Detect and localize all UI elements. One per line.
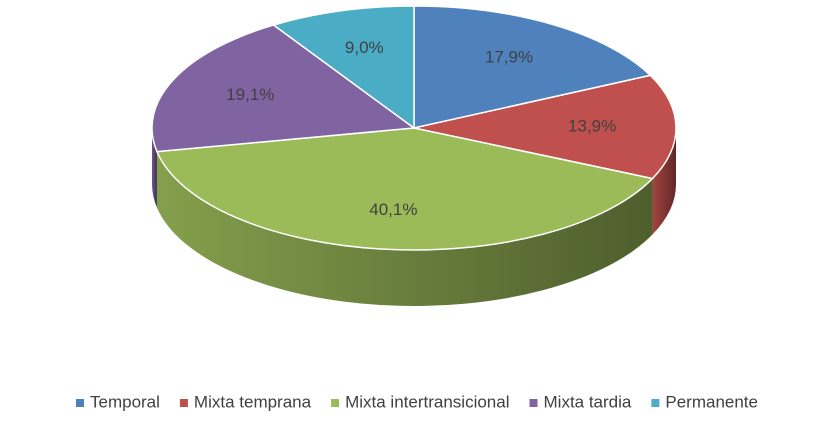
slice bbox=[151, 24, 417, 153]
legend-swatch bbox=[331, 399, 340, 407]
legend-label: Mixta temprana bbox=[194, 392, 312, 411]
slice-label: 19,1% bbox=[226, 85, 274, 104]
legend-label: Mixta intertransicional bbox=[345, 392, 509, 411]
legend-swatch bbox=[651, 399, 660, 407]
legend-swatch bbox=[76, 399, 84, 407]
legend-label: Permanente bbox=[665, 392, 758, 411]
slice-side bbox=[156, 151, 653, 306]
slice-label: 9,0% bbox=[345, 38, 384, 57]
slice-label: 17,9% bbox=[485, 47, 533, 66]
slice bbox=[271, 5, 415, 130]
slice-side bbox=[152, 128, 157, 208]
slice-label: 13,9% bbox=[568, 117, 616, 136]
slice bbox=[413, 5, 652, 129]
legend-label: Temporal bbox=[90, 392, 160, 411]
legend-swatch bbox=[529, 399, 538, 407]
slice bbox=[413, 74, 677, 180]
legend-swatch bbox=[179, 399, 188, 407]
slice bbox=[155, 127, 654, 251]
legend-label: Mixta tardia bbox=[544, 392, 632, 411]
slice-label: 40,1% bbox=[369, 200, 417, 219]
